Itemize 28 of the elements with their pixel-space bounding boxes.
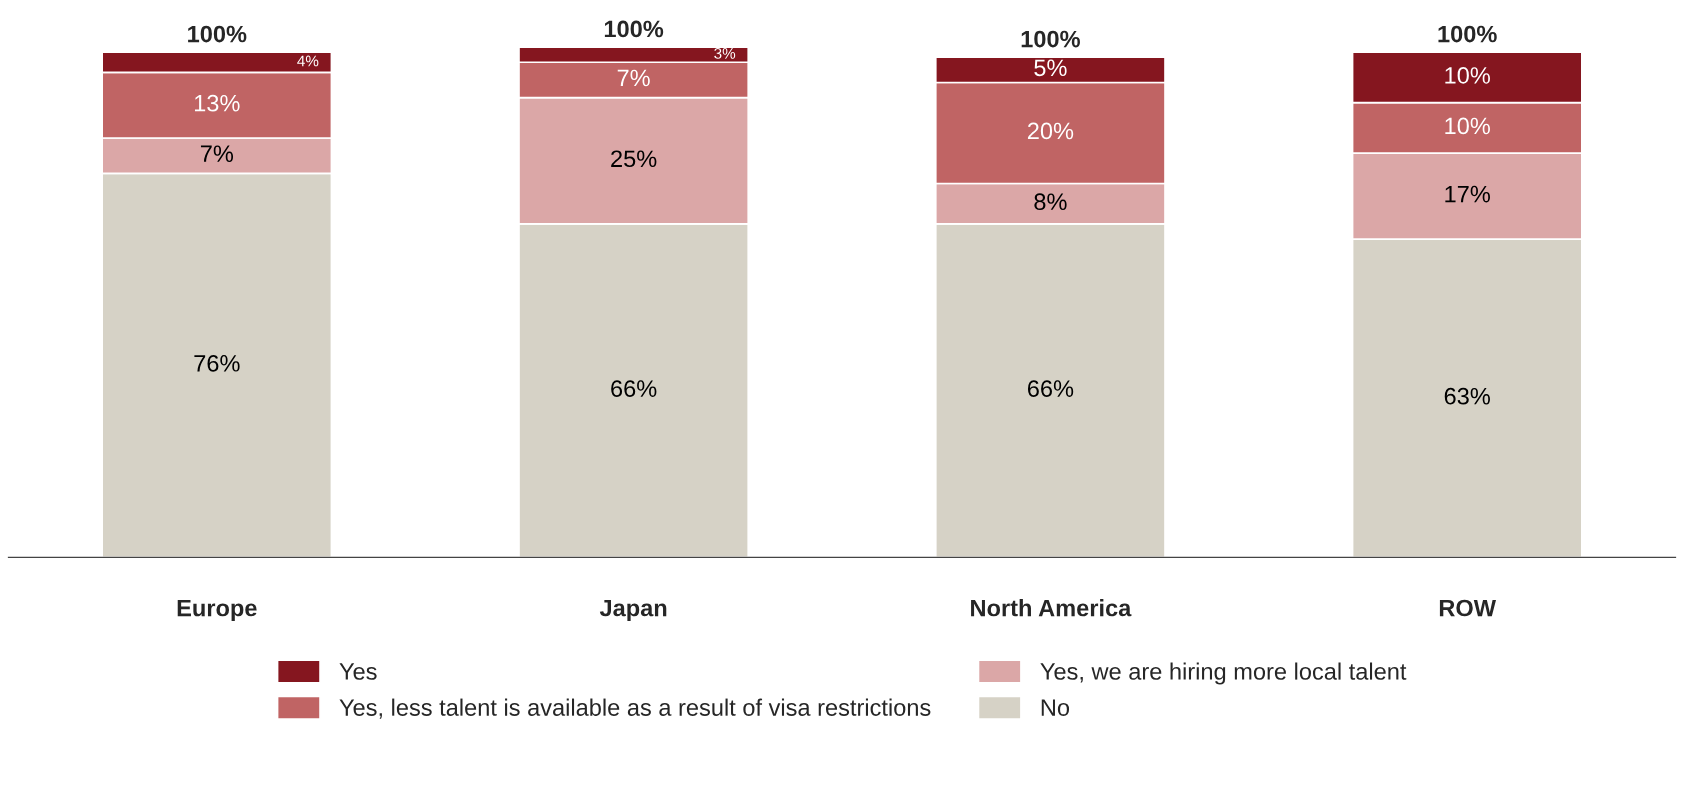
total-label: 100% xyxy=(188,25,247,43)
data-label: 3% xyxy=(714,47,736,59)
data-label: 13% xyxy=(194,94,240,112)
total-label: 100% xyxy=(604,20,664,38)
x-tick-label: ROW xyxy=(1439,599,1497,617)
data-label: 66% xyxy=(611,380,657,397)
data-label: 10% xyxy=(1445,67,1490,84)
data-label: 76% xyxy=(194,354,240,372)
data-label: 17% xyxy=(1445,185,1490,203)
x-tick-label: North America xyxy=(971,599,1132,617)
data-label: 20% xyxy=(1027,122,1074,140)
data-label: 7% xyxy=(617,69,650,87)
legend-label: Yes, less talent is available as a result of visa restrictions xyxy=(339,698,931,719)
data-label: 63% xyxy=(1444,387,1490,405)
data-label: 10% xyxy=(1445,117,1490,135)
x-tick-label: Europe xyxy=(177,599,257,622)
legend-label: Yes xyxy=(339,663,377,680)
legend-label: No xyxy=(1041,699,1070,716)
data-label: 7% xyxy=(200,145,234,162)
total-label: 100% xyxy=(1438,25,1497,43)
total-label: 100% xyxy=(1021,30,1080,48)
data-label: 5% xyxy=(1034,59,1067,77)
data-label: 25% xyxy=(611,150,657,168)
data-label: 4% xyxy=(297,55,319,67)
data-label: 66% xyxy=(1027,380,1074,397)
legend-label: Yes, we are hiring more local talent xyxy=(1040,662,1407,685)
data-label: 8% xyxy=(1034,193,1067,211)
x-tick-label: Japan xyxy=(599,599,667,622)
